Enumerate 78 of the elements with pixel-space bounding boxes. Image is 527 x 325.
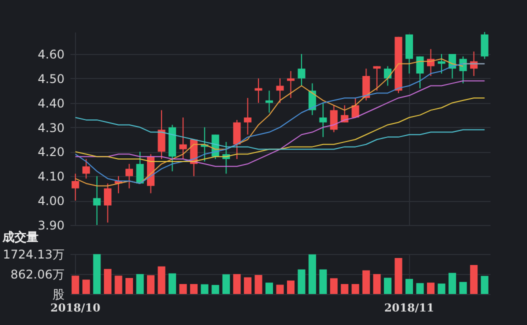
bar (254, 274, 262, 294)
y-tick-label: 1724.13万 (2, 248, 64, 262)
bar (287, 280, 295, 294)
bar (93, 254, 101, 294)
bar (179, 284, 187, 294)
y-tick-label: 4.10 (38, 170, 64, 184)
x-tick-label: 2018/10 (50, 302, 101, 314)
bar (416, 283, 424, 294)
bar (212, 284, 220, 294)
candlestick (93, 176, 101, 226)
candlestick (244, 97, 252, 136)
bar (319, 269, 327, 294)
candlestick (373, 66, 381, 92)
candlestick (319, 102, 327, 138)
bar (244, 277, 252, 294)
bar (276, 284, 284, 294)
candlestick (480, 32, 488, 60)
bar (104, 268, 112, 294)
candlestick (416, 56, 424, 89)
y-tick-label: 4.50 (38, 72, 64, 86)
y-tick-label: 股 (52, 288, 64, 302)
candlestick (179, 117, 187, 160)
bar (362, 270, 370, 294)
candlestick (438, 53, 446, 74)
bar (427, 282, 435, 294)
line-series (74, 80, 486, 167)
candlestick (158, 110, 166, 160)
bar (114, 276, 122, 294)
bar (72, 276, 80, 294)
candlestick (287, 70, 295, 98)
line-series (74, 97, 486, 162)
y-tick-label: 4.20 (38, 145, 64, 160)
y-tick-label: 4.40 (38, 96, 64, 110)
bar (352, 284, 360, 294)
candlestick (233, 119, 241, 160)
bar (405, 278, 413, 294)
bar (480, 276, 488, 294)
bar (233, 274, 241, 294)
bar (470, 265, 478, 294)
bar (200, 284, 208, 294)
y-tick-label: 4.30 (38, 120, 64, 135)
chart-title: 成交量 (1, 230, 38, 244)
bar (373, 274, 381, 294)
y-tick-label: 4.60 (38, 47, 64, 62)
y-tick-label: 862.06万 (10, 268, 64, 282)
bar (308, 254, 316, 294)
bar (125, 278, 133, 294)
bar (448, 272, 456, 294)
bar (438, 284, 446, 294)
candlestick (330, 104, 338, 133)
bar (330, 278, 338, 294)
bar (82, 280, 90, 294)
bar (459, 282, 467, 294)
bar (136, 274, 144, 294)
y-tick-label: 4.00 (38, 194, 64, 208)
candlestick (104, 182, 112, 224)
candlestick (265, 90, 273, 114)
bar (147, 275, 155, 294)
y-tick-label: 3.90 (38, 218, 64, 232)
candlestick (384, 66, 392, 86)
bar (168, 273, 176, 294)
candlestick (362, 68, 370, 101)
candlestick (72, 173, 80, 202)
x-tick-label: 2018/11 (384, 302, 434, 314)
bar (222, 274, 230, 294)
bar (340, 284, 348, 294)
candlestick (82, 158, 90, 180)
candlestick (136, 151, 144, 184)
bar (190, 284, 198, 294)
candlestick (254, 78, 262, 104)
bar (265, 282, 273, 294)
candlestick (298, 53, 306, 86)
bar (394, 258, 402, 294)
bar (384, 278, 392, 294)
candlestick (276, 78, 284, 104)
bar (158, 266, 166, 294)
candlestick (125, 163, 133, 189)
bar (298, 269, 306, 294)
